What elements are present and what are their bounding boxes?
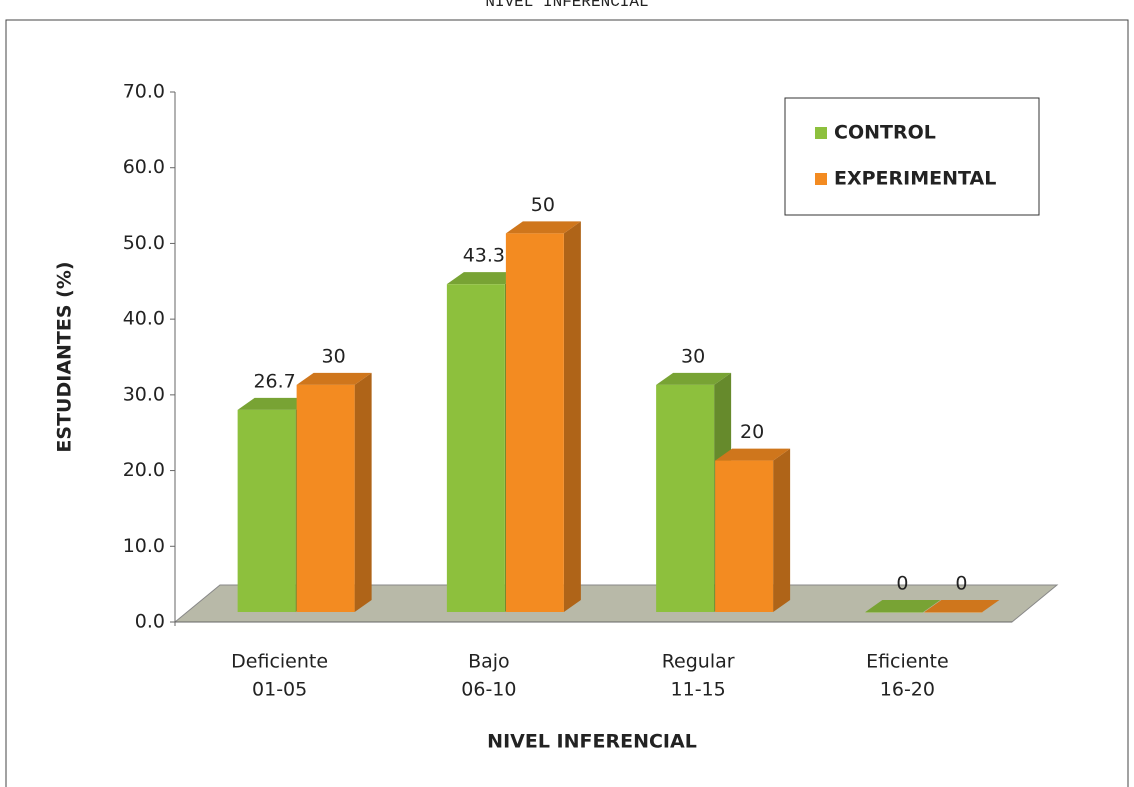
- y-axis-label: ESTUDIANTES (%): [54, 261, 76, 452]
- legend-swatch: [815, 127, 827, 139]
- bar-face: [296, 372, 372, 385]
- value-label: 50: [531, 194, 555, 216]
- title-bg: [6, 0, 1128, 19]
- bar: [296, 372, 372, 612]
- value-label: 30: [681, 345, 705, 367]
- value-label: 26.7: [253, 370, 295, 392]
- value-label: 0: [955, 573, 967, 595]
- bar-face: [656, 372, 732, 385]
- y-tick-label: 40.0: [123, 308, 165, 330]
- bar-face: [656, 384, 715, 612]
- bar: [865, 600, 941, 613]
- x-tick-label: Bajo: [468, 651, 510, 673]
- bar-face: [354, 372, 372, 612]
- bar-face: [715, 460, 774, 612]
- bar-face: [505, 221, 581, 234]
- y-tick-label: 60.0: [123, 156, 165, 178]
- value-label: 30: [322, 345, 346, 367]
- chart-title: NIVEL INFERENCIAL: [485, 0, 648, 11]
- value-label: 43.3: [463, 245, 505, 267]
- legend-label: CONTROL: [834, 122, 936, 144]
- x-tick-label: Regular: [662, 651, 735, 673]
- bar: [505, 221, 581, 612]
- y-tick-label: 20.0: [123, 459, 165, 481]
- x-tick-label: 01-05: [252, 679, 307, 701]
- x-tick-label: 06-10: [461, 679, 516, 701]
- value-label: 0: [896, 573, 908, 595]
- y-tick-label: 0.0: [135, 611, 165, 633]
- bar-face: [773, 448, 791, 612]
- y-tick-label: 10.0: [123, 535, 165, 557]
- x-tick-label: Deficiente: [231, 651, 328, 673]
- y-tick-label: 70.0: [123, 81, 165, 103]
- bar-face: [924, 612, 983, 613]
- bar-face: [865, 612, 924, 613]
- legend-swatch: [815, 173, 827, 185]
- bar: [924, 600, 1000, 613]
- bar-face: [715, 448, 791, 461]
- bar-face: [237, 409, 296, 612]
- y-tick-label: 30.0: [123, 383, 165, 405]
- y-tick-label: 50.0: [123, 232, 165, 254]
- value-label: 20: [740, 421, 764, 443]
- bar-face: [446, 272, 522, 285]
- bar-face: [446, 284, 505, 612]
- bar-face: [296, 384, 355, 612]
- x-tick-label: 16-20: [880, 679, 935, 701]
- x-tick-label: Eficiente: [866, 651, 949, 673]
- bar-face: [865, 600, 941, 612]
- bar-face: [505, 233, 564, 612]
- frame: [5, 19, 1129, 787]
- x-tick-label: 11-15: [671, 679, 726, 701]
- bar-face: [563, 221, 581, 612]
- bar-face: [924, 600, 1000, 612]
- bar: [715, 448, 791, 612]
- x-axis-label: NIVEL INFERENCIAL: [487, 731, 697, 753]
- legend: [784, 97, 1040, 216]
- legend-label: EXPERIMENTAL: [834, 168, 996, 190]
- bar-face: [237, 397, 313, 410]
